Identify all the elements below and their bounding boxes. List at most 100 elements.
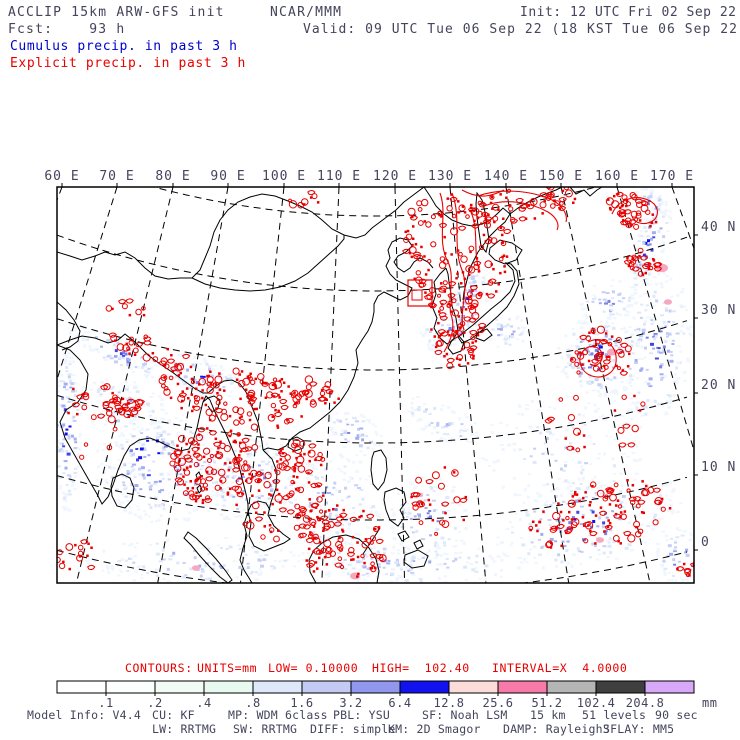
- explicit-precip-cell: [433, 335, 436, 338]
- cumulus-precip-cell: [194, 362, 198, 365]
- cumulus-precip-cell: [271, 456, 275, 459]
- explicit-precip-cell: [87, 542, 90, 545]
- explicit-precip-cell: [142, 313, 146, 317]
- explicit-precip-cell: [234, 441, 237, 444]
- cumulus-precip-cell: [435, 568, 439, 571]
- explicit-precip-cell: [562, 519, 565, 522]
- cumulus-precip-cell: [257, 573, 262, 576]
- explicit-field-label: Explicit precip. in past 3 h: [10, 56, 246, 71]
- cumulus-precip-cell: [280, 443, 283, 447]
- cumulus-precip-cell: [110, 565, 114, 569]
- explicit-precip-cell: [440, 282, 443, 285]
- colorbar-level-label: .2: [147, 696, 163, 710]
- cumulus-precip-cell: [57, 466, 60, 468]
- cumulus-precip-cell: [207, 509, 210, 512]
- explicit-precip-cell: [206, 470, 209, 474]
- cumulus-precip-cell: [474, 289, 478, 292]
- cumulus-precip-cell: [193, 509, 196, 512]
- explicit-precip-cell: [609, 208, 612, 211]
- cumulus-precip-cell: [629, 397, 634, 400]
- cumulus-precip-cell: [665, 222, 669, 224]
- cumulus-precip-cell: [137, 441, 141, 444]
- explicit-precip-contour: [163, 385, 169, 391]
- cumulus-precip-cell: [161, 447, 166, 451]
- cumulus-precip-cell: [392, 514, 396, 517]
- cumulus-precip-cell: [660, 517, 664, 520]
- explicit-precip-contour: [114, 404, 123, 410]
- cumulus-precip-cell: [611, 358, 616, 362]
- cumulus-precip-cell: [69, 386, 73, 389]
- cumulus-precip-cell: [400, 404, 404, 407]
- cumulus-precip-cell: [405, 565, 408, 569]
- explicit-precip-contour: [193, 395, 198, 400]
- cumulus-precip-cell: [452, 343, 457, 346]
- cumulus-precip-cell: [392, 531, 396, 534]
- coastline: [569, 187, 603, 197]
- explicit-precip-cell: [411, 237, 415, 240]
- explicit-precip-contour: [254, 478, 263, 484]
- explicit-precip-contour: [314, 482, 323, 488]
- cumulus-precip-cell: [471, 568, 476, 572]
- explicit-precip-contour: [430, 241, 437, 248]
- cumulus-precip-cell: [147, 454, 151, 457]
- explicit-precip-cell: [314, 561, 318, 564]
- explicit-precip-cell: [170, 354, 173, 357]
- explicit-precip-contour: [122, 344, 130, 352]
- cumulus-precip-cell: [124, 380, 128, 383]
- explicit-precip-contour: [339, 564, 345, 570]
- cumulus-precip-cell: [113, 411, 117, 414]
- cumulus-precip-cell: [690, 534, 694, 537]
- explicit-precip-cell: [292, 449, 295, 453]
- explicit-precip-cell: [183, 483, 186, 486]
- explicit-precip-contour: [652, 487, 662, 493]
- cumulus-precip-cell: [382, 548, 386, 551]
- explicit-precip-contour: [76, 394, 85, 400]
- cumulus-precip-cell: [193, 550, 197, 553]
- cumulus-precip-cell: [182, 382, 187, 386]
- explicit-precip-contour: [219, 476, 227, 484]
- cumulus-precip-cell: [443, 562, 447, 565]
- cumulus-precip-cell: [78, 412, 82, 416]
- explicit-precip-contour: [496, 225, 506, 232]
- cumulus-precip-cell: [454, 291, 459, 294]
- cumulus-precip-cell: [560, 560, 564, 564]
- explicit-precip-contour: [692, 562, 694, 568]
- cumulus-precip-cell: [452, 319, 456, 322]
- cumulus-precip-cell: [246, 477, 250, 480]
- cumulus-precip-cell: [571, 359, 575, 362]
- cumulus-precip-cell: [160, 408, 164, 411]
- cumulus-precip-cell: [696, 564, 699, 566]
- explicit-precip-contour: [442, 280, 448, 286]
- explicit-precip-contour: [519, 203, 528, 210]
- cumulus-precip-cell: [604, 325, 608, 329]
- cumulus-precip-cell: [647, 239, 650, 243]
- cumulus-precip-cell: [570, 492, 574, 495]
- cumulus-precip-cell: [180, 467, 184, 471]
- cumulus-precip-cell: [598, 302, 602, 305]
- explicit-precip-contour: [492, 215, 499, 222]
- explicit-precip-contour: [286, 509, 295, 515]
- cumulus-precip-cell: [674, 579, 678, 582]
- explicit-precip-contour: [558, 197, 567, 203]
- explicit-precip-contour: [310, 482, 319, 489]
- explicit-precip-contour: [232, 367, 240, 375]
- cumulus-precip-cell: [443, 581, 448, 583]
- cumulus-precip-cell: [604, 301, 609, 304]
- cumulus-precip-cell: [576, 347, 581, 350]
- cumulus-precip-cell: [595, 333, 600, 336]
- cumulus-precip-cell: [105, 565, 109, 568]
- coastline: [57, 187, 425, 280]
- cumulus-precip-cell: [635, 444, 639, 448]
- explicit-precip-contour: [191, 446, 200, 452]
- cumulus-precip-cell: [460, 306, 464, 310]
- cumulus-precip-cell: [128, 462, 132, 465]
- cumulus-precip-cell: [71, 400, 74, 403]
- cumulus-precip-cell: [627, 299, 631, 302]
- cumulus-precip-cell: [638, 410, 642, 414]
- cumulus-precip-cell: [176, 483, 181, 486]
- cumulus-precip-cell: [135, 390, 140, 394]
- explicit-precip-contour: [334, 562, 343, 568]
- cumulus-precip-cell: [574, 499, 579, 503]
- explicit-precip-cell: [628, 352, 631, 356]
- cumulus-precip-cell: [106, 492, 110, 495]
